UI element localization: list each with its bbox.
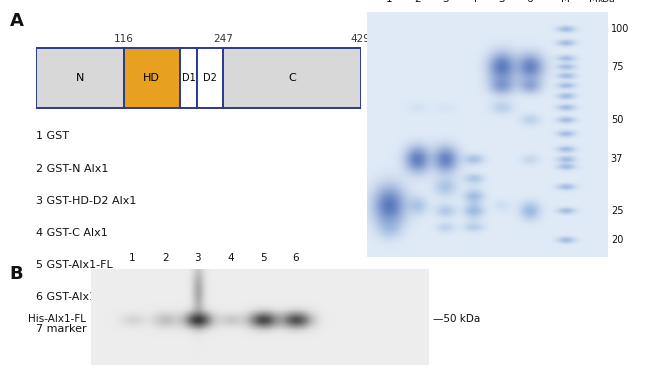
Text: 1: 1 [129, 253, 136, 263]
Text: 6: 6 [292, 253, 299, 263]
Text: N: N [75, 73, 84, 83]
Text: 6: 6 [526, 0, 533, 5]
Text: 25: 25 [611, 205, 623, 215]
Bar [223, 48, 361, 108]
Text: 429: 429 [351, 34, 370, 44]
Text: 7 marker: 7 marker [36, 324, 86, 334]
Text: D1: D1 [181, 73, 195, 83]
Text: 50: 50 [611, 115, 623, 125]
Text: B: B [10, 265, 23, 283]
Text: 2 GST-N Alx1: 2 GST-N Alx1 [36, 164, 108, 174]
Bar [197, 48, 223, 108]
Text: 4: 4 [227, 253, 234, 263]
Bar [124, 48, 179, 108]
Text: 4: 4 [470, 0, 477, 5]
Text: 1 GST: 1 GST [36, 131, 69, 141]
Text: 100: 100 [611, 24, 629, 34]
Text: A: A [10, 12, 23, 30]
Text: His-Alx1-FL: His-Alx1-FL [27, 314, 86, 324]
Text: 5 GST-Alx1-FL: 5 GST-Alx1-FL [36, 260, 112, 270]
Text: 2: 2 [162, 253, 168, 263]
Text: 37: 37 [611, 154, 623, 164]
Text: 116: 116 [114, 34, 133, 44]
Text: 75: 75 [611, 62, 623, 72]
Text: 3: 3 [194, 253, 201, 263]
Text: 6 GST-Alx1-ΔD2: 6 GST-Alx1-ΔD2 [36, 292, 123, 302]
Text: C: C [288, 73, 296, 83]
Text: 1: 1 [386, 0, 393, 5]
Text: 2: 2 [414, 0, 421, 5]
Text: 4 GST-C Alx1: 4 GST-C Alx1 [36, 228, 107, 238]
Text: 20: 20 [611, 235, 623, 245]
Text: 3 GST-HD-D2 Alx1: 3 GST-HD-D2 Alx1 [36, 196, 136, 206]
Bar [36, 48, 124, 108]
Text: 3: 3 [442, 0, 448, 5]
Text: D2: D2 [203, 73, 217, 83]
Text: —50 kDa: —50 kDa [434, 314, 480, 324]
Text: 5: 5 [260, 253, 266, 263]
Bar [179, 48, 197, 108]
Text: kDa: kDa [597, 0, 614, 5]
Text: M: M [561, 0, 570, 5]
Text: 5: 5 [498, 0, 505, 5]
Text: HD: HD [143, 73, 160, 83]
Text: 247: 247 [213, 34, 233, 44]
Text: M: M [590, 0, 598, 5]
